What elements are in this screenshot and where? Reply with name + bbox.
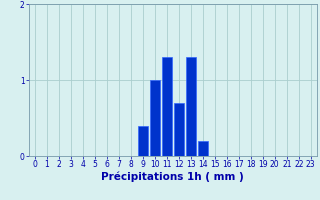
Bar [198,141,208,156]
Bar [162,57,172,156]
Bar [186,57,196,156]
X-axis label: Précipitations 1h ( mm ): Précipitations 1h ( mm ) [101,172,244,182]
Bar [174,103,184,156]
Bar [150,80,160,156]
Bar [138,126,148,156]
